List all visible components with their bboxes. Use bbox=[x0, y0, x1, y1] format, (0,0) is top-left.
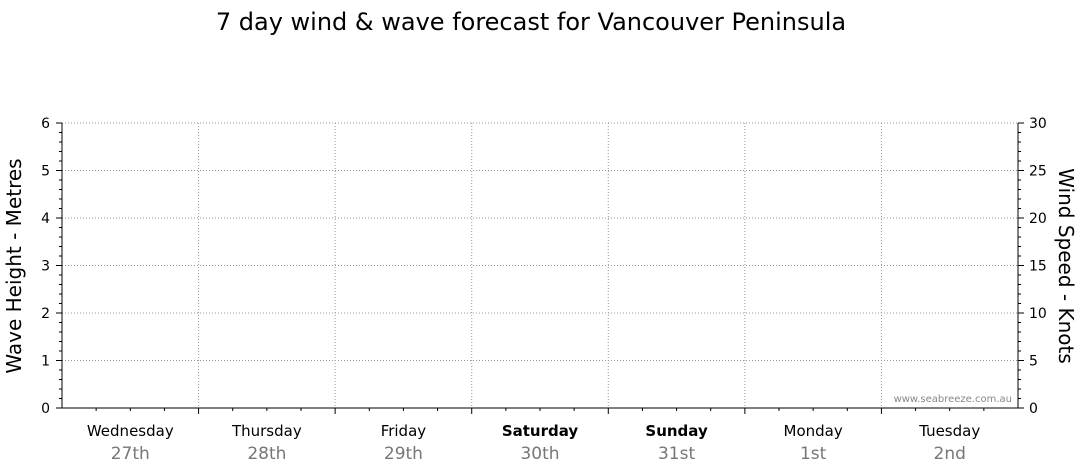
watermark: www.seabreeze.com.au bbox=[894, 394, 1012, 405]
left-tick-label: 4 bbox=[41, 211, 50, 227]
left-axis-ticks: 0 1 2 3 4 5 6 bbox=[41, 116, 62, 417]
left-tick-label: 5 bbox=[41, 164, 50, 180]
day-name-label: Saturday bbox=[502, 422, 579, 440]
chart-title: 7 day wind & wave forecast for Vancouver… bbox=[216, 8, 846, 36]
right-tick-label: 5 bbox=[1029, 354, 1038, 370]
day-date-label: 27th bbox=[111, 444, 150, 464]
day-date-label: 30th bbox=[520, 444, 559, 464]
left-tick-label: 0 bbox=[41, 401, 50, 417]
day-date-label: 29th bbox=[384, 444, 423, 464]
left-tick-label: 3 bbox=[41, 259, 50, 275]
day-date-label: 31st bbox=[658, 444, 695, 464]
right-tick-label: 20 bbox=[1029, 211, 1047, 227]
grid bbox=[62, 122, 1018, 408]
day-name-label: Thursday bbox=[231, 422, 302, 440]
right-axis-title: Wind Speed - Knots bbox=[1054, 168, 1078, 364]
right-tick-label: 25 bbox=[1029, 164, 1047, 180]
day-labels: Wednesday 27th Thursday 28th Friday 29th Satur… bbox=[87, 422, 980, 464]
day-name-label: Wednesday bbox=[87, 422, 174, 440]
axes bbox=[61, 123, 1019, 414]
day-name-label: Friday bbox=[381, 422, 427, 440]
right-tick-label: 0 bbox=[1029, 401, 1038, 417]
day-date-label: 2nd bbox=[934, 444, 966, 464]
day-date-label: 28th bbox=[247, 444, 286, 464]
left-tick-label: 1 bbox=[41, 354, 50, 370]
right-tick-label: 15 bbox=[1029, 259, 1047, 275]
right-tick-label: 30 bbox=[1029, 116, 1047, 132]
day-name-label: Sunday bbox=[645, 422, 708, 440]
left-tick-label: 2 bbox=[41, 306, 50, 322]
right-axis-ticks: 0 5 10 15 20 25 30 bbox=[1018, 116, 1047, 417]
left-tick-label: 6 bbox=[41, 116, 50, 132]
day-name-label: Monday bbox=[784, 422, 843, 440]
day-date-label: 1st bbox=[800, 444, 827, 464]
right-tick-label: 10 bbox=[1029, 306, 1047, 322]
day-name-label: Tuesday bbox=[918, 422, 980, 440]
left-axis-title: Wave Height - Metres bbox=[2, 158, 26, 373]
